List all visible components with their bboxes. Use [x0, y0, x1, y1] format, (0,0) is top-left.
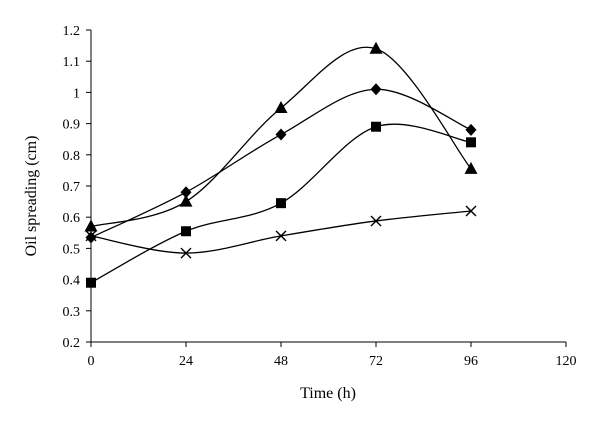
cross-stroke — [180, 247, 192, 259]
data-point-square — [466, 137, 476, 148]
y-tick-label: 0.4 — [63, 274, 81, 289]
cross-stroke — [275, 230, 287, 242]
y-tick-label: 0.8 — [63, 149, 81, 164]
cross-stroke — [465, 205, 477, 217]
data-point-square — [276, 198, 286, 209]
y-tick-label: 0.2 — [63, 336, 81, 351]
data-point-cross — [275, 230, 287, 242]
data-point-square — [181, 226, 191, 237]
y-axis-title: Oil spreading (cm) — [23, 136, 40, 257]
x-tick-label: 0 — [88, 354, 95, 369]
y-tick-label: 1 — [73, 86, 80, 101]
data-point-diamond — [370, 83, 382, 96]
x-tick-label: 48 — [274, 354, 288, 369]
y-tick-label: 0.3 — [63, 305, 81, 320]
series-lines — [90, 46, 472, 284]
data-point-triangle — [274, 101, 288, 113]
x-tick-label: 120 — [556, 354, 577, 369]
data-point-diamond — [85, 231, 97, 244]
data-point-square — [86, 277, 96, 288]
data-point-diamond — [465, 123, 477, 136]
data-point-diamond — [180, 186, 192, 199]
data-point-cross — [370, 215, 382, 227]
data-point-cross — [85, 230, 97, 242]
data-point-cross — [180, 247, 192, 259]
y-tick-label: 0.9 — [63, 118, 81, 133]
x-tick-label: 96 — [464, 354, 478, 369]
data-point-triangle — [464, 161, 478, 174]
x-axis-title: Time (h) — [300, 385, 356, 402]
y-tick-label: 1.2 — [63, 24, 81, 39]
cross-stroke — [85, 230, 97, 242]
data-point-triangle — [84, 219, 98, 232]
axes: 0.2 0.3 0.4 0.5 0.6 0.7 0.8 0.9 1 1.1 1.2 0 24 48 72 96… — [63, 24, 577, 369]
x-tick-label: 72 — [369, 354, 383, 369]
data-point-square — [371, 121, 381, 132]
data-point-cross — [465, 205, 477, 217]
data-point-triangle — [369, 41, 383, 54]
series-markers — [84, 41, 478, 288]
data-point-triangle — [179, 194, 193, 207]
y-tick-label: 1.1 — [63, 55, 81, 70]
y-tick-label: 0.7 — [63, 180, 81, 195]
cross-stroke — [370, 215, 382, 227]
y-tick-label: 0.5 — [63, 242, 81, 257]
x-tick-label: 24 — [179, 354, 193, 369]
data-point-diamond — [275, 128, 287, 141]
y-tick-label: 0.6 — [63, 211, 81, 226]
